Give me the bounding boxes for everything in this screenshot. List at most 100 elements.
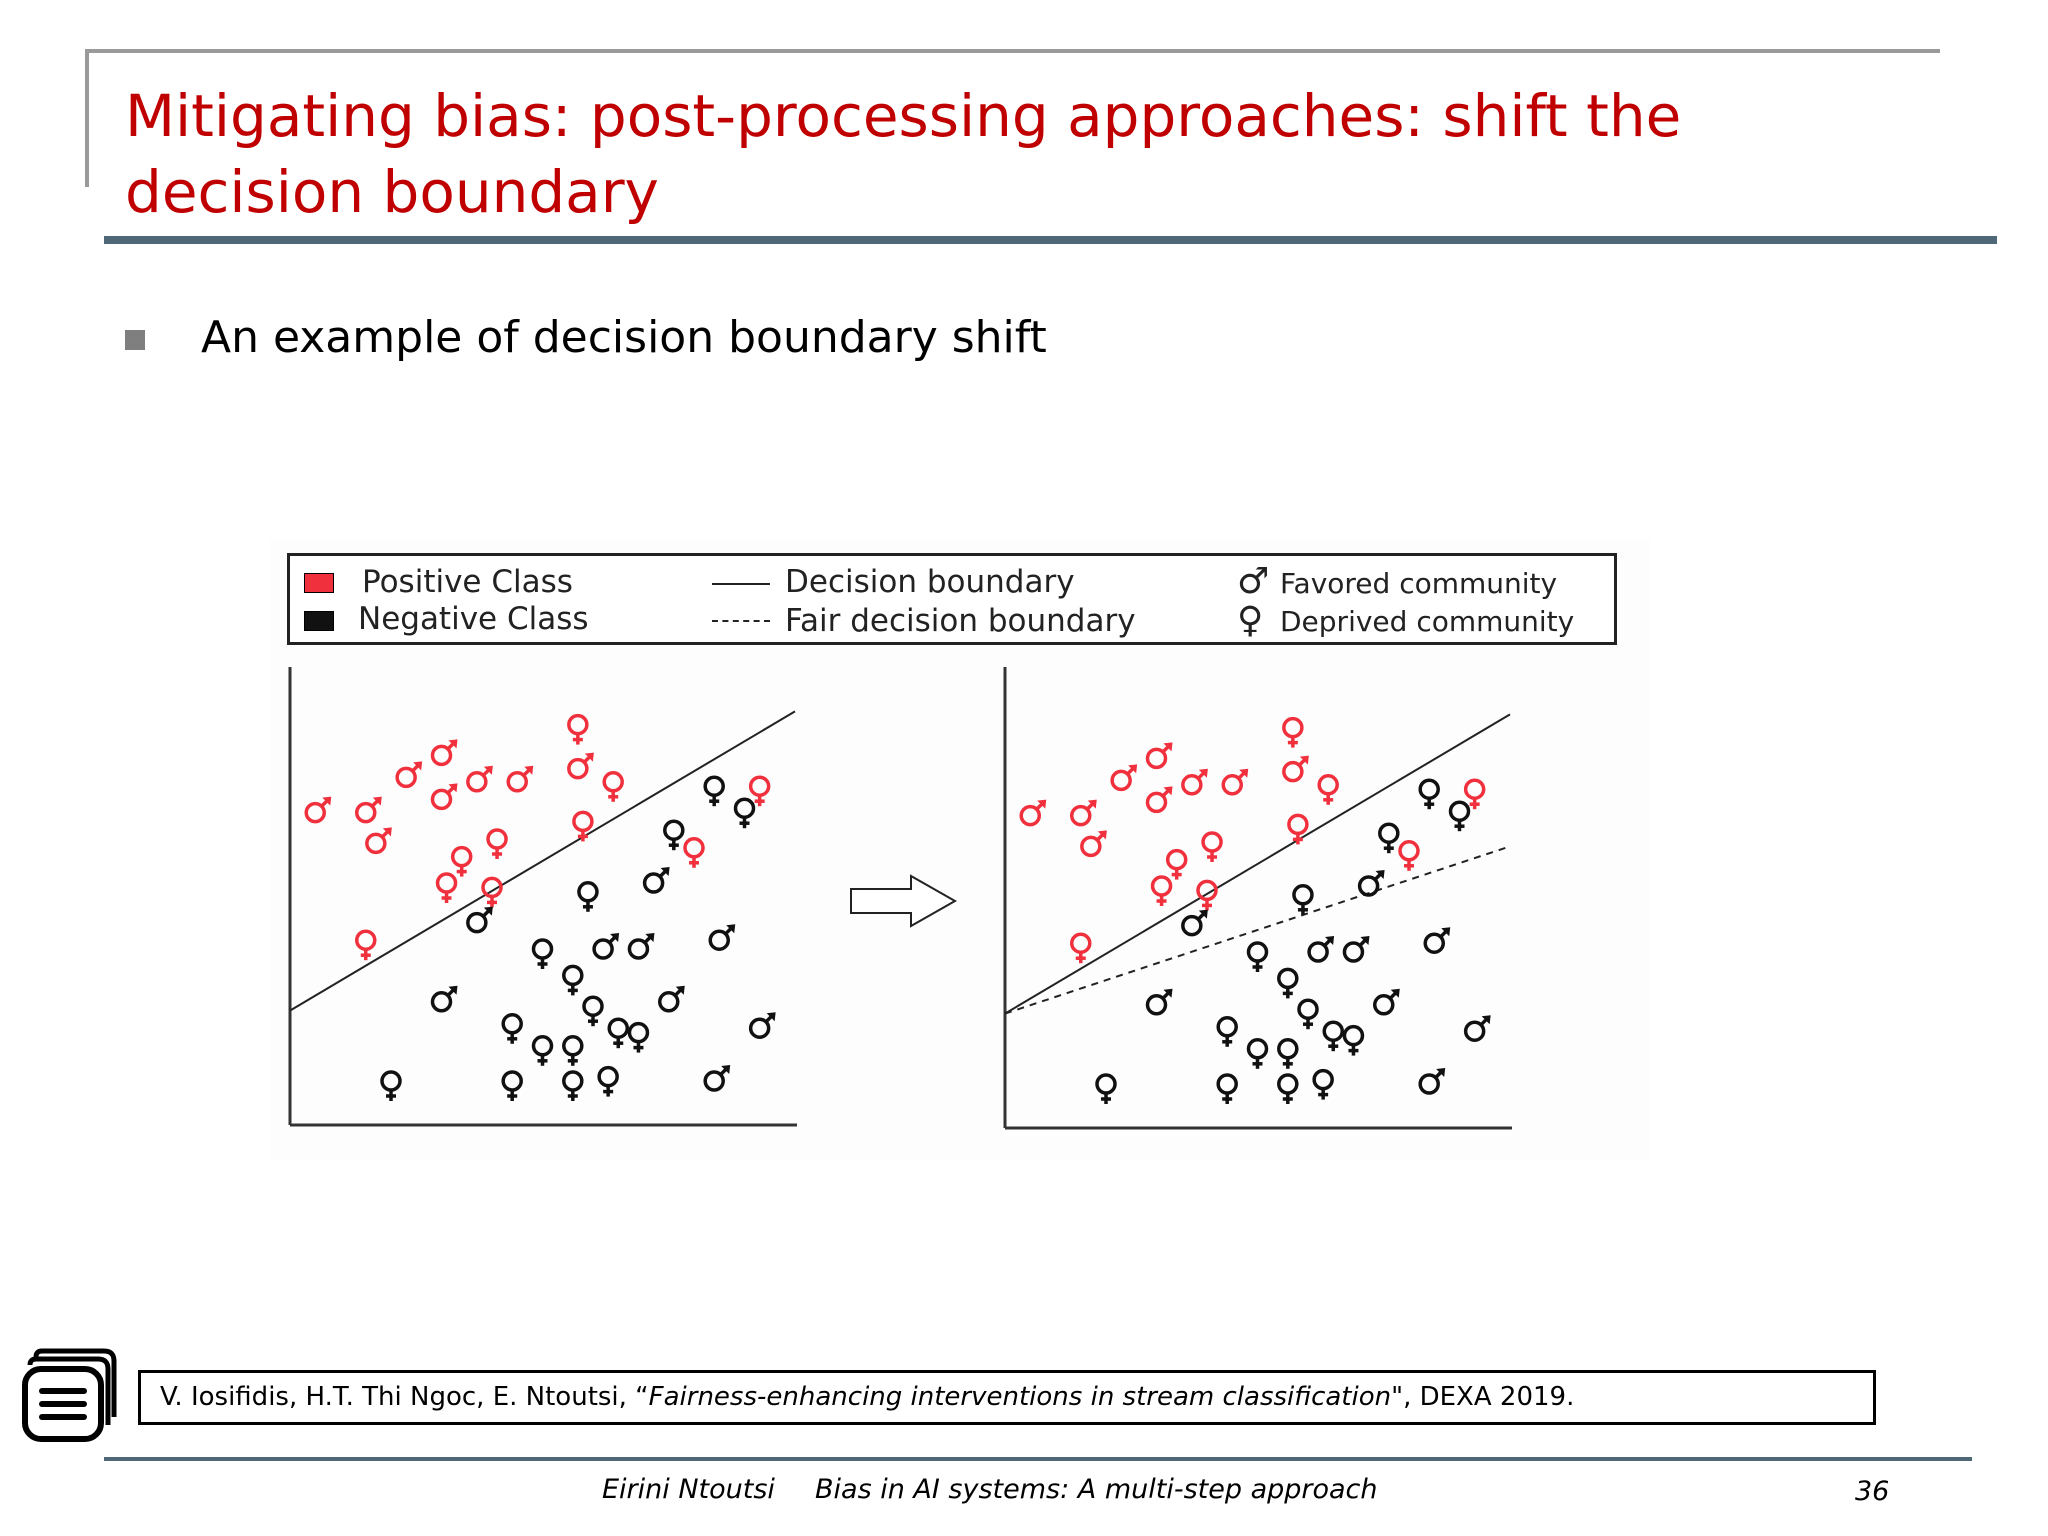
favored-negative-point — [1423, 927, 1451, 954]
favored-positive-point — [1282, 755, 1309, 783]
legend-fair-decision-boundary: Fair decision boundary — [785, 603, 1136, 639]
deprived-negative-point — [1322, 1020, 1344, 1052]
favored-positive-point — [1145, 742, 1173, 770]
fair-decision-boundary-line — [1004, 845, 1511, 1015]
deprived-positive-point — [1463, 778, 1486, 810]
citation-paper-title: Fairness-enhancing interventions in stre… — [648, 1382, 1392, 1412]
legend-favored-community: Favored community — [1280, 567, 1558, 600]
deprived-negative-point — [1342, 1024, 1365, 1056]
favored-positive-point — [1181, 768, 1208, 796]
deprived-positive-point — [1398, 840, 1420, 871]
shift-arrow-icon — [850, 874, 958, 928]
favored-positive-point — [1110, 764, 1138, 792]
favored-positive-point — [466, 765, 493, 793]
deprived-negative-point — [1095, 1073, 1117, 1104]
favored-positive-point — [430, 739, 458, 767]
citation-box: V. Iosifidis, H.T. Thi Ngoc, E. Ntoutsi,… — [138, 1370, 1876, 1425]
deprived-positive-point — [748, 775, 771, 807]
deprived-negative-point — [1378, 822, 1400, 854]
deprived-negative-point — [582, 995, 604, 1027]
deprived-negative-point — [1277, 1073, 1299, 1104]
favored-negative-point — [1145, 988, 1173, 1016]
favored-positive-point — [365, 827, 392, 855]
favored-negative-point — [1342, 936, 1370, 963]
deprived-positive-point — [567, 713, 589, 745]
page-number: 36 — [1855, 1476, 1890, 1507]
deprived-positive-point — [435, 872, 458, 903]
deprived-negative-point — [703, 775, 725, 807]
legend-deprived-community: Deprived community — [1280, 605, 1575, 638]
figure-legend: Positive Class Negative Class Decision b… — [287, 553, 1617, 645]
deprived-positive-point — [1150, 875, 1173, 906]
negative-class-swatch — [304, 611, 334, 631]
legend-negative-class: Negative Class — [358, 601, 589, 637]
female-symbol-icon: ♀ — [1237, 600, 1264, 641]
deprived-positive-point — [602, 771, 624, 802]
deprived-positive-point — [1070, 932, 1092, 964]
deprived-positive-point — [486, 828, 508, 859]
deprived-negative-point — [531, 938, 554, 969]
male-symbol-icon: ♂ — [1237, 561, 1270, 602]
favored-positive-point — [430, 783, 458, 811]
deprived-positive-point — [1196, 879, 1218, 911]
legend-decision-boundary: Decision boundary — [785, 564, 1075, 600]
deprived-negative-point — [380, 1070, 402, 1101]
deprived-negative-point — [501, 1013, 523, 1044]
deprived-negative-point — [1418, 778, 1440, 810]
deprived-positive-point — [1317, 774, 1339, 805]
favored-positive-point — [1221, 768, 1249, 796]
scatter-panel-before — [288, 667, 797, 1127]
favored-negative-point — [708, 924, 736, 951]
deprived-negative-point — [1448, 800, 1471, 832]
slide-title: Mitigating bias: post-processing approac… — [125, 82, 1682, 226]
deprived-negative-point — [627, 1021, 650, 1053]
deprived-negative-point — [1292, 884, 1314, 915]
deprived-negative-point — [577, 881, 599, 912]
title-divider — [104, 236, 1997, 244]
deprived-negative-point — [1246, 1038, 1269, 1069]
citation-authors: V. Iosifidis, H.T. Thi Ngoc, E. Ntoutsi,… — [160, 1382, 649, 1412]
footer-author: Eirini Ntoutsi — [602, 1474, 775, 1505]
deprived-positive-point — [572, 810, 594, 842]
deprived-positive-point — [1165, 848, 1188, 880]
deprived-negative-point — [597, 1065, 619, 1097]
deprived-negative-point — [1216, 1016, 1238, 1047]
deprived-negative-point — [562, 1070, 584, 1101]
favored-negative-point — [1357, 870, 1385, 897]
favored-negative-point — [466, 906, 493, 934]
deprived-negative-point — [607, 1017, 629, 1049]
deprived-negative-point — [531, 1035, 554, 1066]
deprived-negative-point — [1246, 941, 1269, 972]
deprived-negative-point — [663, 819, 685, 851]
favored-positive-point — [1145, 786, 1173, 814]
favored-negative-point — [1418, 1068, 1446, 1095]
deprived-positive-point — [1201, 831, 1223, 862]
favored-negative-point — [642, 867, 670, 894]
favored-negative-point — [1463, 1015, 1491, 1042]
legend-positive-class: Positive Class — [362, 564, 573, 600]
decision-boundary-line — [1004, 713, 1511, 1015]
deprived-negative-point — [1216, 1073, 1238, 1104]
deprived-negative-point — [562, 964, 584, 996]
deprived-positive-point — [1287, 813, 1309, 845]
deprived-positive-point — [450, 845, 473, 877]
deprived-positive-point — [1282, 716, 1304, 748]
favored-negative-point — [627, 933, 655, 960]
favored-negative-point — [1307, 936, 1335, 963]
favored-negative-point — [1373, 988, 1400, 1016]
deprived-positive-point — [355, 929, 377, 961]
scatter-panel-after — [1003, 667, 1512, 1130]
slide-frame-left — [85, 49, 89, 187]
favored-positive-point — [506, 765, 534, 793]
deprived-negative-point — [733, 797, 756, 829]
fair-boundary-swatch — [712, 620, 770, 622]
deprived-negative-point — [501, 1070, 523, 1101]
deprived-negative-point — [1277, 967, 1299, 999]
favored-negative-point — [748, 1012, 776, 1039]
deprived-negative-point — [1297, 998, 1319, 1030]
favored-positive-point — [1019, 799, 1047, 827]
favored-negative-point — [592, 933, 620, 960]
positive-class-swatch — [304, 573, 334, 593]
bullet-text: An example of decision boundary shift — [201, 312, 1047, 363]
